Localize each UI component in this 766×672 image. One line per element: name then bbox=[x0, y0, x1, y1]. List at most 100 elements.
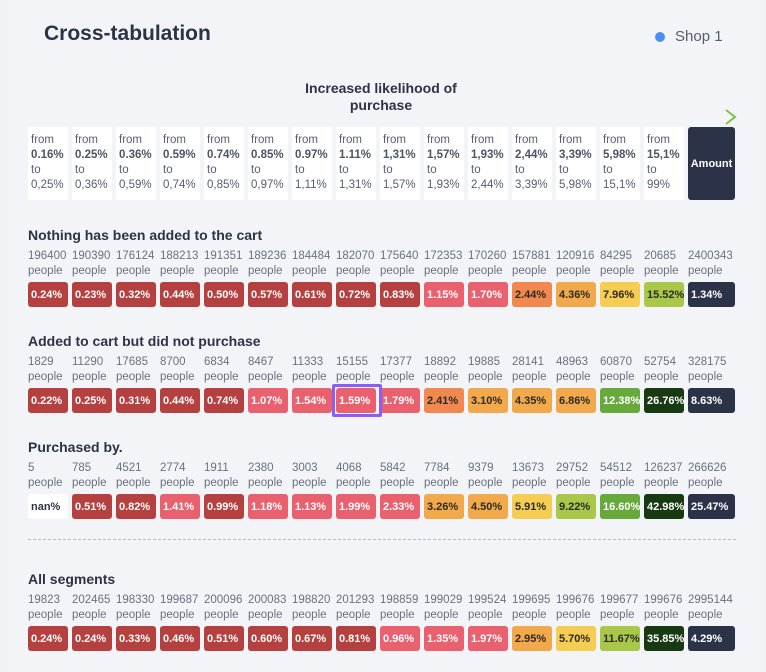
range-to-value: 1,11% bbox=[295, 179, 327, 191]
rate-chip[interactable]: 1.59% bbox=[336, 388, 376, 413]
rate-chip[interactable]: 1.79% bbox=[380, 388, 420, 413]
rate-chip[interactable]: 0.96% bbox=[380, 626, 420, 651]
count-value: 182070 bbox=[336, 250, 375, 262]
people-count: 126237 people bbox=[644, 461, 688, 491]
rate-chip[interactable]: 0.25% bbox=[72, 388, 112, 413]
rate-chip[interactable]: 0.60% bbox=[248, 626, 288, 651]
rate-chip[interactable]: 16.60% bbox=[600, 494, 640, 519]
range-from-label: from bbox=[295, 134, 318, 146]
rate-chip[interactable]: 6.86% bbox=[556, 388, 596, 413]
rate-chip[interactable]: 4.35% bbox=[512, 388, 552, 413]
people-label: people bbox=[424, 609, 459, 621]
rate-chip[interactable]: 26.76% bbox=[644, 388, 684, 413]
range-to-label: to bbox=[251, 164, 261, 176]
count-value: 20685 bbox=[644, 250, 676, 262]
rate-chip[interactable]: 0.83% bbox=[380, 282, 420, 307]
total-rate-chip[interactable]: 25.47% bbox=[688, 494, 735, 519]
rate-chip[interactable]: 42.98% bbox=[644, 494, 684, 519]
people-count: 188213 people bbox=[160, 249, 204, 279]
count-value: 7784 bbox=[424, 462, 450, 474]
rate-chip[interactable]: 2.33% bbox=[380, 494, 420, 519]
rate-chip[interactable]: 1.99% bbox=[336, 494, 376, 519]
rate-chip[interactable]: 0.99% bbox=[204, 494, 244, 519]
count-value: 189236 bbox=[248, 250, 287, 262]
legend[interactable]: Shop 1 bbox=[655, 28, 723, 45]
range-from-label: from bbox=[559, 134, 582, 146]
people-label: people bbox=[600, 609, 635, 621]
total-rate-chip[interactable]: 1.34% bbox=[688, 282, 735, 307]
rate-chip[interactable]: 7.96% bbox=[600, 282, 640, 307]
people-count: 4521 people bbox=[116, 461, 160, 491]
rate-chip[interactable]: 1.35% bbox=[424, 626, 464, 651]
rate-chip[interactable]: 1.54% bbox=[292, 388, 332, 413]
rate-chip[interactable]: 0.61% bbox=[292, 282, 332, 307]
rate-chip[interactable]: 0.67% bbox=[292, 626, 332, 651]
rate-chip[interactable]: 0.51% bbox=[204, 626, 244, 651]
rate-chip[interactable]: 0.22% bbox=[28, 388, 68, 413]
rate-chip[interactable]: 0.81% bbox=[336, 626, 376, 651]
rate-chip[interactable]: 0.72% bbox=[336, 282, 376, 307]
range-to-label: to bbox=[339, 164, 349, 176]
count-value: 19885 bbox=[468, 356, 500, 368]
people-count: 5 people bbox=[28, 461, 72, 491]
rate-chip[interactable]: 3.10% bbox=[468, 388, 508, 413]
rate-chip[interactable]: 0.82% bbox=[116, 494, 156, 519]
rate-chip[interactable]: nan% bbox=[28, 494, 68, 519]
rate-chip[interactable]: 0.44% bbox=[160, 388, 200, 413]
rate-chip[interactable]: 1.41% bbox=[160, 494, 200, 519]
people-label: people bbox=[424, 477, 459, 489]
rate-chip[interactable]: 1.15% bbox=[424, 282, 464, 307]
people-count: 199687 people bbox=[160, 593, 204, 623]
rate-chip[interactable]: 5.91% bbox=[512, 494, 552, 519]
rate-chip[interactable]: 3.26% bbox=[424, 494, 464, 519]
range-from-label: from bbox=[207, 134, 230, 146]
rate-chip[interactable]: 2.41% bbox=[424, 388, 464, 413]
rate-chip[interactable]: 0.24% bbox=[28, 626, 68, 651]
range-from-label: from bbox=[471, 134, 494, 146]
rate-chip[interactable]: 5.70% bbox=[556, 626, 596, 651]
rate-chip[interactable]: 0.46% bbox=[160, 626, 200, 651]
rate-chip[interactable]: 0.33% bbox=[116, 626, 156, 651]
people-label: people bbox=[28, 609, 63, 621]
total-rate-chip[interactable]: 8.63% bbox=[688, 388, 735, 413]
count-value: 9379 bbox=[468, 462, 494, 474]
rate-chip[interactable]: 11.67% bbox=[600, 626, 640, 651]
people-count: 84295 people bbox=[600, 249, 644, 279]
rate-chip[interactable]: 0.32% bbox=[116, 282, 156, 307]
people-label: people bbox=[468, 609, 503, 621]
rate-chip[interactable]: 12.38% bbox=[600, 388, 640, 413]
total-rate-chip[interactable]: 4.29% bbox=[688, 626, 735, 651]
rate-chip[interactable]: 35.85% bbox=[644, 626, 684, 651]
range-to-value: 15,1% bbox=[603, 179, 636, 191]
rate-chip[interactable]: 0.24% bbox=[72, 626, 112, 651]
rate-chip[interactable]: 0.31% bbox=[116, 388, 156, 413]
range-to-value: 2,44% bbox=[471, 179, 504, 191]
rate-chip[interactable]: 9.22% bbox=[556, 494, 596, 519]
people-label: people bbox=[556, 477, 591, 489]
rate-chip[interactable]: 1.70% bbox=[468, 282, 508, 307]
people-label: people bbox=[468, 371, 503, 383]
rate-chip[interactable]: 0.50% bbox=[204, 282, 244, 307]
rate-chip[interactable]: 4.50% bbox=[468, 494, 508, 519]
rate-chip[interactable]: 1.07% bbox=[248, 388, 288, 413]
rate-chip[interactable]: 0.74% bbox=[204, 388, 244, 413]
rate-chip[interactable]: 2.44% bbox=[512, 282, 552, 307]
rate-chip[interactable]: 2.95% bbox=[512, 626, 552, 651]
rate-chip[interactable]: 0.44% bbox=[160, 282, 200, 307]
rate-chip[interactable]: 0.24% bbox=[28, 282, 68, 307]
rate-chip[interactable]: 0.23% bbox=[72, 282, 112, 307]
amount-header: Amount bbox=[688, 127, 735, 200]
legend-dot-icon bbox=[655, 31, 665, 42]
rate-chip[interactable]: 15.52% bbox=[644, 282, 684, 307]
people-count: 11333 people bbox=[292, 355, 336, 385]
rate-chip[interactable]: 4.36% bbox=[556, 282, 596, 307]
rate-chip[interactable]: 1.97% bbox=[468, 626, 508, 651]
people-count: 2774 people bbox=[160, 461, 204, 491]
rate-chip[interactable]: 0.51% bbox=[72, 494, 112, 519]
count-value: 48963 bbox=[556, 356, 588, 368]
count-value: 15155 bbox=[336, 356, 368, 368]
people-label: people bbox=[248, 609, 283, 621]
rate-chip[interactable]: 1.18% bbox=[248, 494, 288, 519]
rate-chip[interactable]: 0.57% bbox=[248, 282, 288, 307]
rate-chip[interactable]: 1.13% bbox=[292, 494, 332, 519]
